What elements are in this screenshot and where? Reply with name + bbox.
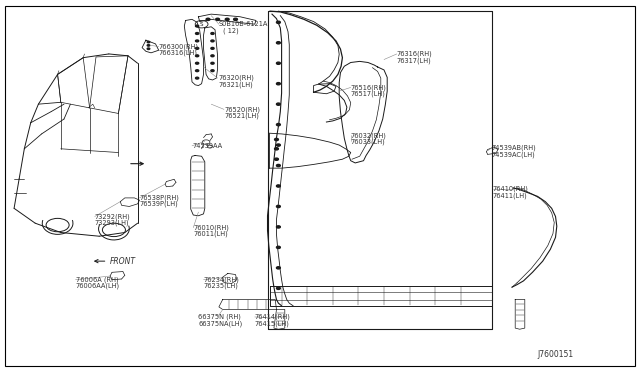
Circle shape xyxy=(276,267,280,269)
Circle shape xyxy=(196,47,198,49)
Text: 73292(RH): 73292(RH) xyxy=(95,213,131,220)
Text: 76539P(LH): 76539P(LH) xyxy=(140,201,179,208)
Text: 76317(LH): 76317(LH) xyxy=(397,57,431,64)
Text: 76235(LH): 76235(LH) xyxy=(204,283,238,289)
Circle shape xyxy=(276,83,280,85)
Circle shape xyxy=(196,70,198,71)
Circle shape xyxy=(196,77,198,79)
Text: 76520(RH): 76520(RH) xyxy=(224,106,260,113)
FancyBboxPatch shape xyxy=(5,6,635,366)
Circle shape xyxy=(206,18,210,20)
Text: 76538P(RH): 76538P(RH) xyxy=(140,195,179,201)
Circle shape xyxy=(196,62,198,64)
Circle shape xyxy=(211,47,214,49)
Circle shape xyxy=(225,18,229,20)
Circle shape xyxy=(196,32,198,34)
Text: 766316(LH): 766316(LH) xyxy=(159,49,198,56)
Text: 76234(RH): 76234(RH) xyxy=(204,276,239,283)
Circle shape xyxy=(211,32,214,34)
Circle shape xyxy=(276,124,280,126)
Text: 76411(LH): 76411(LH) xyxy=(493,192,527,199)
Circle shape xyxy=(276,246,280,248)
Text: J7600151: J7600151 xyxy=(538,350,573,359)
Circle shape xyxy=(147,45,150,46)
Text: 76011(LH): 76011(LH) xyxy=(193,231,228,237)
Text: 766300(RH): 766300(RH) xyxy=(159,43,199,50)
Circle shape xyxy=(276,226,280,228)
Circle shape xyxy=(147,41,150,43)
Circle shape xyxy=(275,138,278,141)
Text: 76010(RH): 76010(RH) xyxy=(193,224,229,231)
Text: 76320(RH): 76320(RH) xyxy=(219,75,255,81)
Circle shape xyxy=(211,40,214,42)
Circle shape xyxy=(276,42,280,44)
Text: FRONT: FRONT xyxy=(110,257,136,266)
Circle shape xyxy=(211,70,214,71)
Text: 76032(RH): 76032(RH) xyxy=(351,132,387,139)
Circle shape xyxy=(147,48,150,49)
Circle shape xyxy=(196,55,198,57)
Circle shape xyxy=(276,205,280,208)
Text: 74539AC(LH): 74539AC(LH) xyxy=(492,151,535,158)
Circle shape xyxy=(211,55,214,57)
Circle shape xyxy=(276,62,280,64)
Text: S: S xyxy=(200,22,204,27)
Text: 76321(LH): 76321(LH) xyxy=(219,81,253,88)
Text: 73293(LH): 73293(LH) xyxy=(95,219,129,226)
Circle shape xyxy=(196,40,198,42)
Text: 66375N (RH): 66375N (RH) xyxy=(198,314,241,320)
Text: 74539AA: 74539AA xyxy=(192,143,222,149)
Circle shape xyxy=(275,158,278,160)
Text: 76006AA(LH): 76006AA(LH) xyxy=(76,283,120,289)
Circle shape xyxy=(276,287,280,289)
Text: 76517(LH): 76517(LH) xyxy=(351,90,385,97)
Text: 76516(RH): 76516(RH) xyxy=(351,84,387,91)
Text: 76410(RH): 76410(RH) xyxy=(493,186,529,192)
Text: 76414(RH): 76414(RH) xyxy=(255,314,291,320)
Circle shape xyxy=(276,164,280,167)
Text: 76521(LH): 76521(LH) xyxy=(224,112,259,119)
Text: S0B16B-6121A: S0B16B-6121A xyxy=(219,21,268,27)
Text: 76415(LH): 76415(LH) xyxy=(255,320,289,327)
Circle shape xyxy=(276,185,280,187)
Circle shape xyxy=(211,62,214,64)
Circle shape xyxy=(276,144,280,146)
Text: 76316(RH): 76316(RH) xyxy=(397,51,433,57)
Text: ( 12): ( 12) xyxy=(223,28,239,35)
Circle shape xyxy=(276,103,280,105)
Text: 76033(LH): 76033(LH) xyxy=(351,138,385,145)
Circle shape xyxy=(234,18,237,20)
Text: 76006A (RH): 76006A (RH) xyxy=(76,276,118,283)
Circle shape xyxy=(276,21,280,23)
Circle shape xyxy=(275,148,278,150)
Text: 74539AB(RH): 74539AB(RH) xyxy=(492,145,536,151)
Circle shape xyxy=(196,25,198,27)
Text: 66375NA(LH): 66375NA(LH) xyxy=(198,320,243,327)
Circle shape xyxy=(216,18,220,20)
